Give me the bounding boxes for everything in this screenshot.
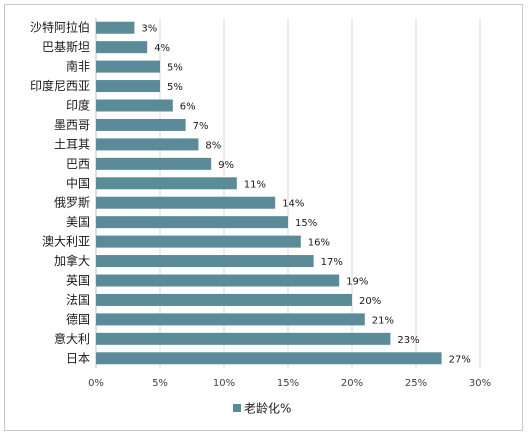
x-tick-label: 25% [405, 378, 427, 389]
data-label: 27% [449, 354, 471, 365]
x-tick-label: 20% [341, 378, 363, 389]
data-label: 9% [218, 160, 234, 171]
category-label: 印度 [66, 98, 90, 113]
bar [96, 293, 352, 306]
data-label: 14% [282, 199, 304, 210]
bar [96, 118, 186, 131]
bar [96, 332, 391, 345]
data-label: 3% [141, 24, 157, 35]
data-label: 11% [244, 179, 266, 190]
bar [96, 352, 442, 365]
bar [96, 177, 237, 190]
bar [96, 216, 288, 229]
bar [96, 99, 173, 112]
data-label: 15% [295, 218, 317, 229]
data-label: 5% [167, 63, 183, 74]
category-label: 中国 [66, 175, 90, 190]
data-label: 4% [154, 43, 170, 54]
category-label: 南非 [66, 59, 90, 74]
category-label: 印度尼西亚 [30, 78, 90, 93]
data-label: 23% [397, 335, 419, 346]
category-label: 英国 [66, 274, 90, 288]
bar [96, 313, 365, 326]
category-label: 法国 [66, 293, 90, 307]
category-label: 沙特阿拉伯 [30, 20, 90, 35]
bar [96, 80, 160, 93]
data-label: 6% [180, 102, 196, 113]
category-label: 巴基斯坦 [42, 40, 90, 54]
category-label: 美国 [66, 215, 90, 229]
data-label: 7% [193, 121, 209, 132]
x-tick-label: 15% [277, 378, 299, 389]
bar [96, 21, 135, 34]
data-label: 5% [167, 82, 183, 93]
x-tick-label: 30% [469, 378, 491, 389]
data-label: 17% [321, 257, 343, 268]
category-label: 日本 [66, 351, 90, 365]
bar [96, 255, 314, 268]
category-label: 俄罗斯 [54, 196, 90, 210]
category-label: 土耳其 [54, 137, 90, 151]
x-tick-label: 10% [213, 378, 235, 389]
category-label: 澳大利亚 [42, 235, 90, 249]
bar [96, 274, 340, 287]
bar [96, 138, 199, 151]
legend-label: 老龄化% [244, 402, 291, 416]
bar [96, 196, 276, 209]
data-label: 19% [346, 277, 368, 288]
bar [96, 157, 212, 170]
category-label: 德国 [66, 311, 90, 326]
data-label: 8% [205, 140, 221, 151]
data-label: 16% [308, 238, 330, 249]
legend-swatch [233, 404, 241, 412]
bar [96, 235, 301, 248]
bar [96, 41, 148, 54]
x-tick-label: 5% [152, 378, 168, 389]
category-label: 意大利 [54, 331, 90, 346]
category-label: 加拿大 [54, 253, 90, 268]
category-label: 巴西 [66, 157, 90, 171]
data-label: 20% [359, 296, 381, 307]
category-label: 墨西哥 [54, 118, 90, 132]
bar [96, 60, 160, 73]
x-tick-label: 0% [88, 378, 104, 389]
data-label: 21% [372, 315, 394, 326]
